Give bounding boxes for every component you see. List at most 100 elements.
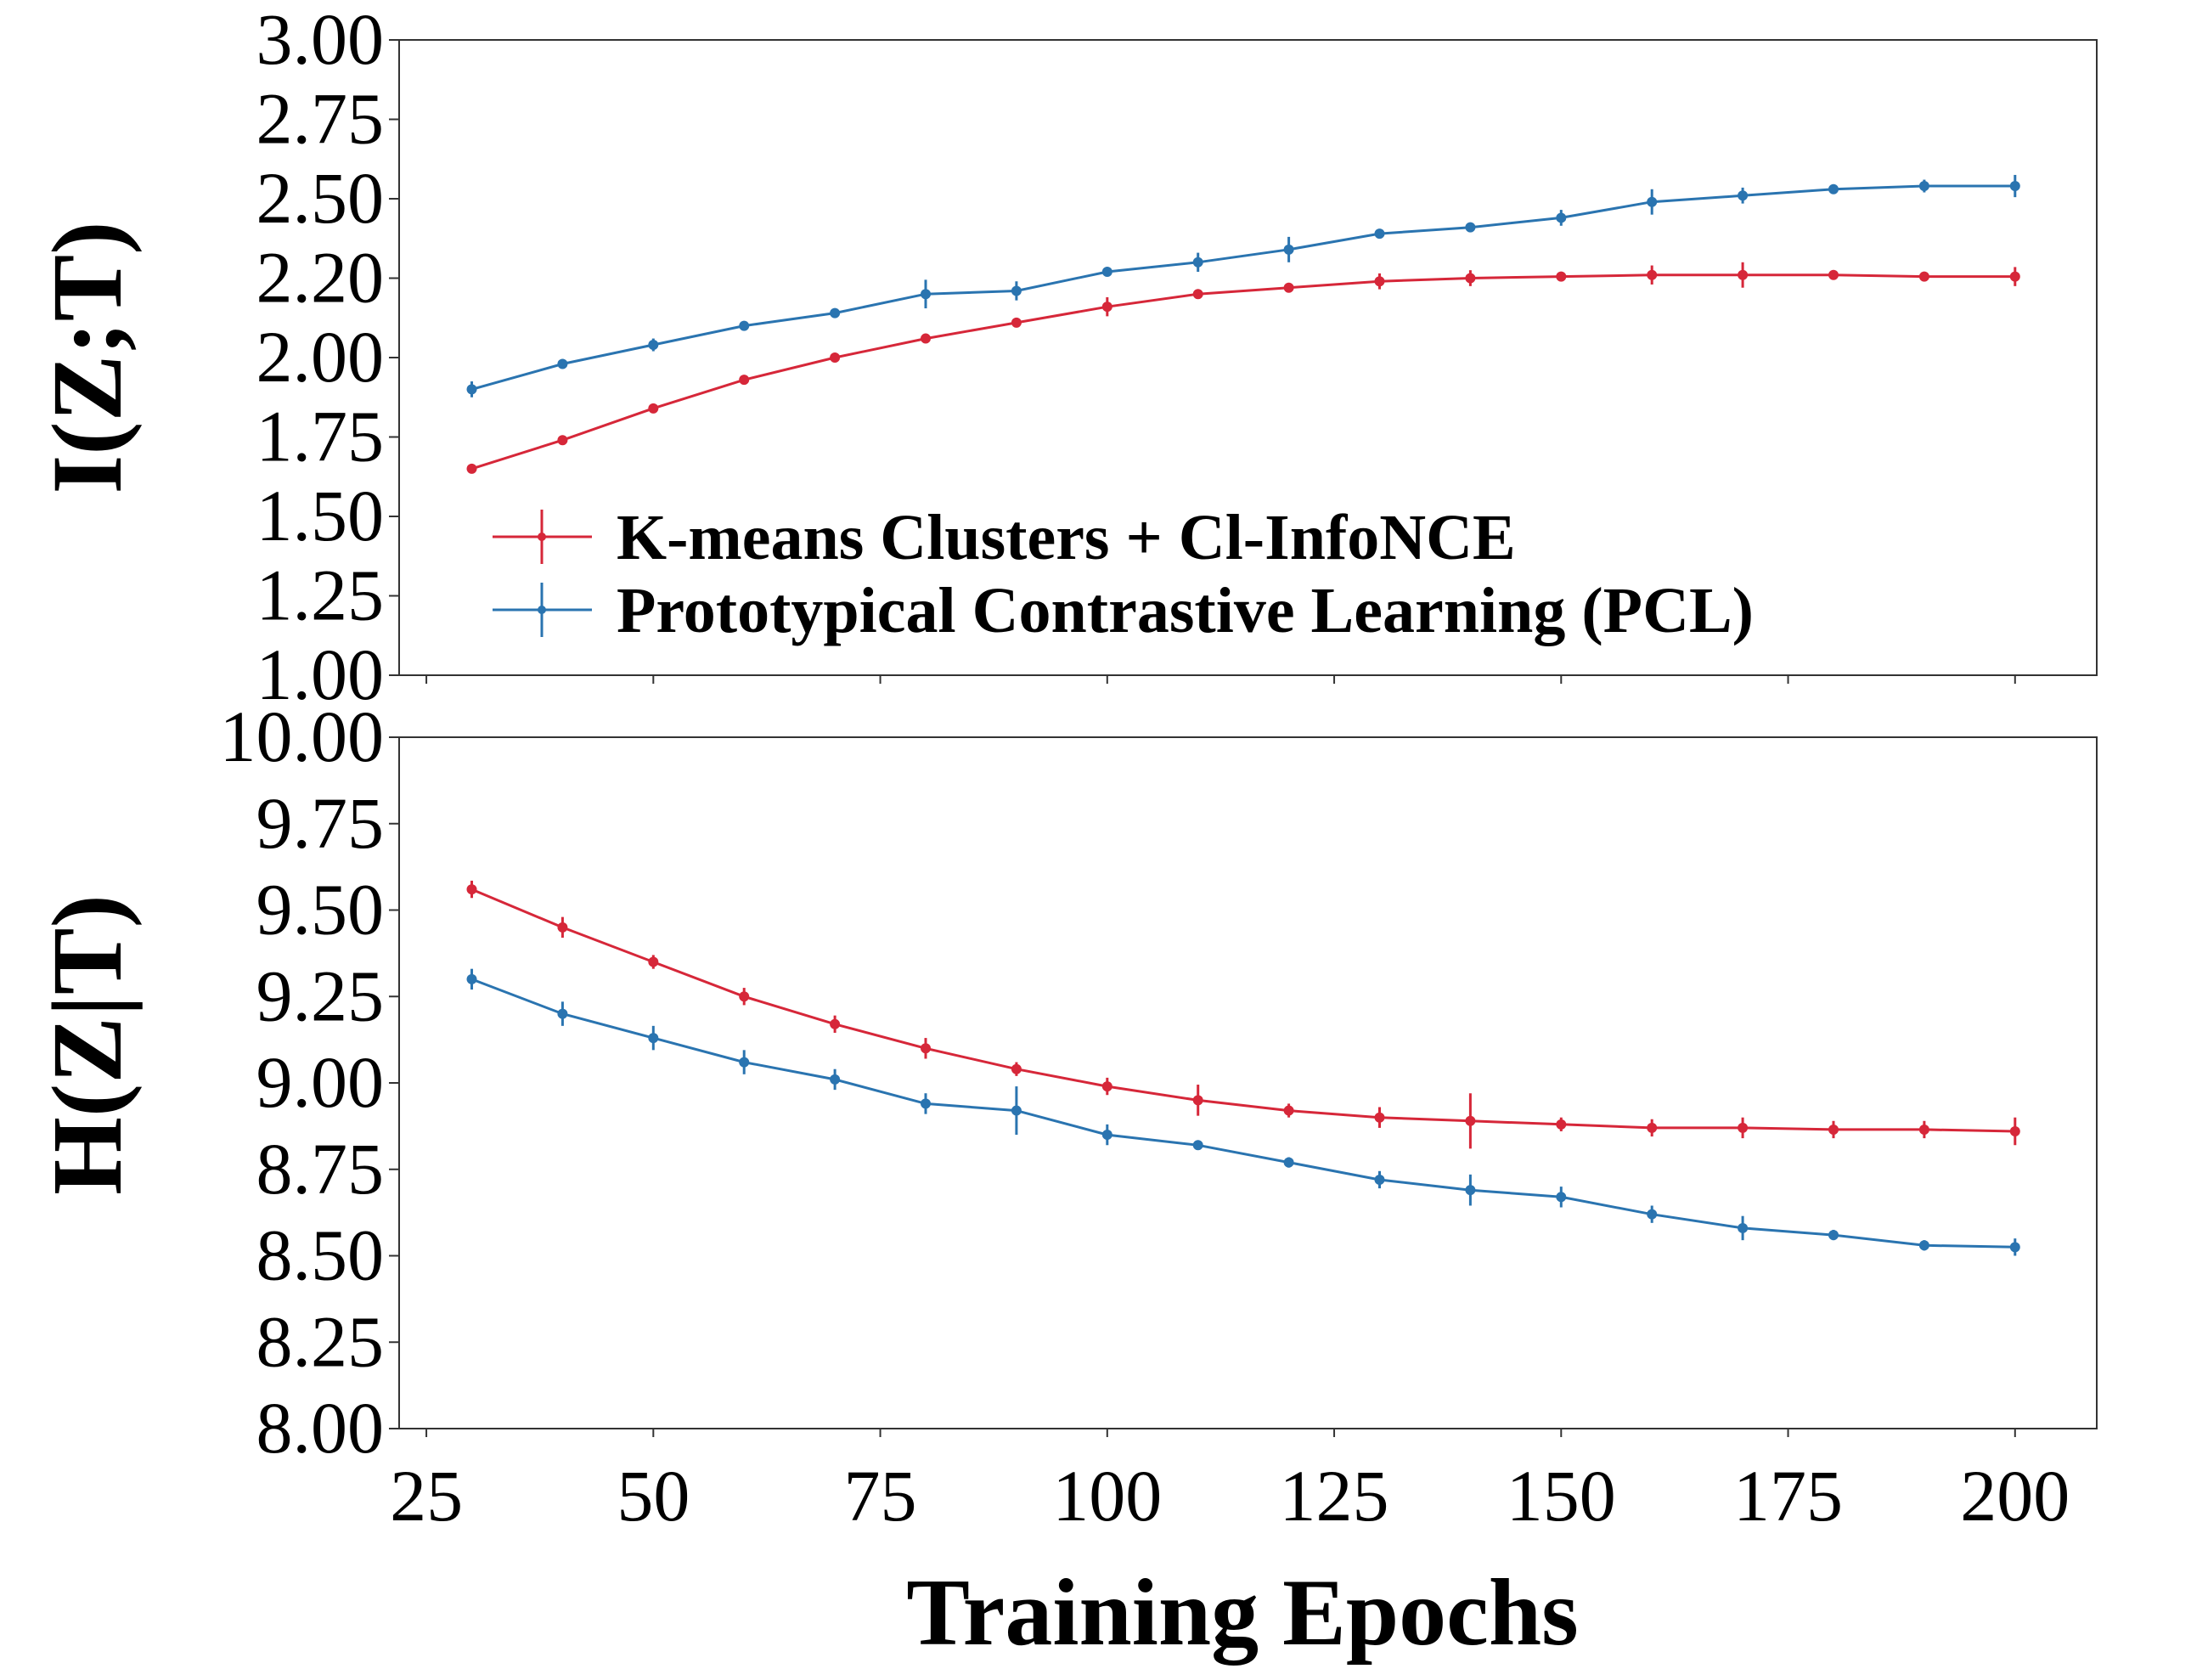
bottom-point-kmeans (466, 884, 477, 895)
bottom-point-kmeans (1011, 1063, 1022, 1074)
legend-label-kmeans: K-means Clusters + Cl-InfoNCE (617, 502, 1516, 573)
bottom-point-pcl (1283, 1157, 1294, 1168)
top-point-pcl (466, 384, 477, 395)
bottom-y-axis-label: H(Z|T) (31, 894, 143, 1195)
bottom-point-pcl (1101, 1130, 1112, 1141)
bottom-point-kmeans (1918, 1124, 1929, 1135)
bottom-point-kmeans (830, 1018, 841, 1029)
top-point-pcl (1011, 285, 1022, 296)
top-point-pcl (1828, 183, 1839, 194)
bottom-point-pcl (1556, 1192, 1567, 1203)
top-y-tick-label: 2.75 (256, 78, 385, 160)
top-y-tick-label: 1.50 (256, 475, 385, 556)
bottom-point-kmeans (1283, 1105, 1294, 1116)
x-tick-label: 200 (1960, 1455, 2070, 1536)
top-series-line-pcl (471, 184, 2015, 391)
top-point-kmeans (1738, 269, 1749, 280)
top-point-kmeans (921, 333, 932, 344)
top-point-kmeans (1647, 269, 1658, 280)
panel-top-mutual-information: 1.001.251.501.752.002.202.502.753.00 I(Z… (31, 0, 2098, 715)
bottom-y-tick-label: 9.25 (256, 955, 385, 1036)
top-point-kmeans (1192, 289, 1203, 300)
bottom-point-kmeans (2009, 1125, 2020, 1136)
top-point-pcl (921, 289, 932, 300)
bottom-point-kmeans (1828, 1124, 1839, 1135)
x-tick-label: 75 (844, 1455, 917, 1536)
top-point-kmeans (557, 435, 568, 446)
legend-label-pcl: Prototypical Contrastive Learning (PCL) (617, 575, 1754, 646)
top-point-kmeans (739, 375, 750, 386)
x-tick-label: 175 (1733, 1455, 1843, 1536)
bottom-point-pcl (921, 1098, 932, 1109)
bottom-point-pcl (648, 1033, 659, 1044)
top-y-tick-label: 2.20 (256, 237, 385, 319)
bottom-point-pcl (1738, 1222, 1749, 1233)
bottom-point-pcl (1374, 1174, 1385, 1185)
top-point-kmeans (1283, 282, 1294, 293)
bottom-y-tick-label: 8.00 (256, 1387, 385, 1469)
bottom-point-pcl (1647, 1209, 1658, 1220)
top-point-pcl (830, 307, 841, 319)
top-point-kmeans (1828, 269, 1839, 280)
x-axis-label: Training Epochs (906, 1560, 1579, 1666)
bottom-y-tick-label: 8.75 (256, 1128, 385, 1209)
top-y-tick-label: 1.00 (256, 634, 385, 715)
top-point-kmeans (1465, 273, 1476, 284)
bottom-y-tick-label: 9.50 (256, 869, 385, 950)
top-point-kmeans (2009, 271, 2020, 282)
top-point-pcl (1918, 181, 1929, 192)
bottom-point-kmeans (921, 1043, 932, 1054)
bottom-point-pcl (739, 1057, 750, 1068)
x-tick-label: 50 (617, 1455, 690, 1536)
bottom-point-pcl (2009, 1242, 2020, 1253)
top-point-pcl (1647, 196, 1658, 207)
top-point-pcl (1192, 257, 1203, 268)
top-point-pcl (557, 358, 568, 369)
top-y-tick-label: 1.75 (256, 396, 385, 477)
bottom-y-tick-label: 10.00 (220, 696, 385, 777)
legend-marker-pcl (538, 606, 546, 614)
bottom-point-pcl (1011, 1105, 1022, 1116)
bottom-series-line-kmeans (470, 888, 2015, 1133)
top-point-kmeans (1374, 276, 1385, 287)
top-point-pcl (739, 320, 750, 331)
top-point-pcl (1465, 222, 1476, 233)
x-tick-label: 100 (1052, 1455, 1162, 1536)
top-y-axis-label: I(Z;T) (31, 221, 143, 493)
top-series-line-kmeans (471, 273, 2015, 471)
bottom-point-kmeans (1374, 1112, 1385, 1123)
bottom-point-kmeans (1192, 1095, 1203, 1106)
top-point-pcl (1738, 190, 1749, 201)
top-point-pcl (1556, 212, 1567, 223)
bottom-series-line-pcl (470, 978, 2015, 1249)
top-y-tick-label: 2.50 (256, 157, 385, 239)
x-tick-label: 150 (1507, 1455, 1616, 1536)
top-point-kmeans (648, 403, 659, 414)
top-y-tick-label: 2.00 (256, 316, 385, 397)
bottom-point-kmeans (1465, 1115, 1476, 1126)
bottom-point-pcl (466, 973, 477, 984)
bottom-point-pcl (1918, 1240, 1929, 1251)
bottom-point-kmeans (1647, 1122, 1658, 1133)
bottom-y-tick-label: 8.25 (256, 1300, 385, 1382)
bottom-y-tick-label: 8.50 (256, 1215, 385, 1296)
legend: K-means Clusters + Cl-InfoNCE Prototypic… (493, 502, 1754, 646)
bottom-point-kmeans (1738, 1122, 1749, 1133)
top-point-kmeans (1011, 317, 1022, 328)
bottom-point-kmeans (1101, 1081, 1112, 1092)
top-point-pcl (1283, 244, 1294, 255)
legend-marker-kmeans (538, 533, 546, 541)
bottom-y-tick-label: 9.00 (256, 1041, 385, 1123)
bottom-point-kmeans (557, 922, 568, 933)
bottom-point-kmeans (1556, 1119, 1567, 1130)
top-point-kmeans (1556, 271, 1567, 282)
top-point-pcl (2009, 181, 2020, 192)
top-point-kmeans (466, 463, 477, 474)
top-point-pcl (648, 340, 659, 351)
bottom-point-pcl (1828, 1230, 1839, 1241)
bottom-point-pcl (830, 1074, 841, 1085)
bottom-point-kmeans (648, 956, 659, 967)
top-point-pcl (1101, 267, 1112, 278)
